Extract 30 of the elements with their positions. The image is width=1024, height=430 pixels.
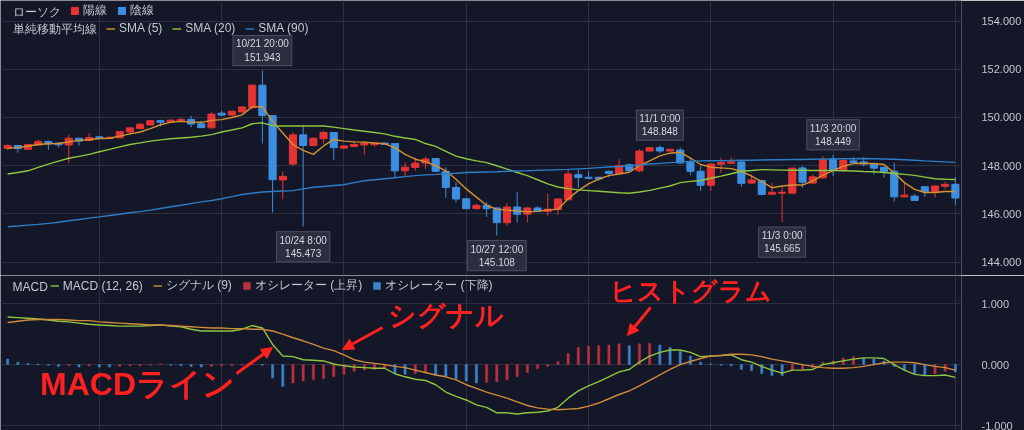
legend-label: SMA (5) bbox=[119, 20, 163, 36]
legend-label: 陽線 bbox=[83, 2, 107, 19]
y-tick-label: 152.000 bbox=[981, 63, 1022, 76]
legend-label: シグナル (9) bbox=[165, 277, 232, 294]
annotation: 11/3 0:00 145.665 bbox=[761, 230, 804, 255]
annotation: 11/3 20:00 148.449 bbox=[809, 122, 857, 147]
y-tick-label: 148.000 bbox=[981, 159, 1022, 172]
legend-title: MACD bbox=[12, 279, 49, 294]
annotation: ヒストグラム bbox=[609, 275, 772, 306]
annotation: MACDライン bbox=[40, 365, 235, 402]
y-tick-label: 154.000 bbox=[981, 15, 1022, 27]
annotation: 11/1 0:00 148.848 bbox=[639, 113, 681, 138]
y-tick-label: -1.000 bbox=[981, 419, 1013, 430]
annotation: 単純移動平均線 bbox=[12, 21, 97, 36]
legend-label: SMA (90) bbox=[258, 20, 309, 36]
legend-label: オシレーター (上昇) bbox=[254, 277, 363, 294]
y-tick-label: 1.000 bbox=[981, 297, 1010, 310]
annotation: 10/27 12:00 145.108 bbox=[470, 243, 524, 268]
annotation: 10/21 20:00 151.943 bbox=[235, 38, 290, 63]
y-tick-label: 150.000 bbox=[981, 111, 1022, 124]
annotation: 10/24 8:00 145.473 bbox=[279, 234, 328, 259]
legend-label: 陰線 bbox=[130, 2, 154, 19]
y-tick-label: 0.000 bbox=[981, 358, 1010, 371]
legend-label: MACD (12, 26) bbox=[62, 277, 143, 294]
legend-label: オシレーター (下降) bbox=[385, 277, 493, 294]
y-tick-label: 144.000 bbox=[981, 256, 1022, 269]
annotation: シグナル bbox=[387, 300, 504, 331]
legend-label: SMA (20) bbox=[185, 20, 236, 36]
y-tick-label: 146.000 bbox=[981, 207, 1022, 220]
annotation: ローソク bbox=[12, 4, 61, 19]
